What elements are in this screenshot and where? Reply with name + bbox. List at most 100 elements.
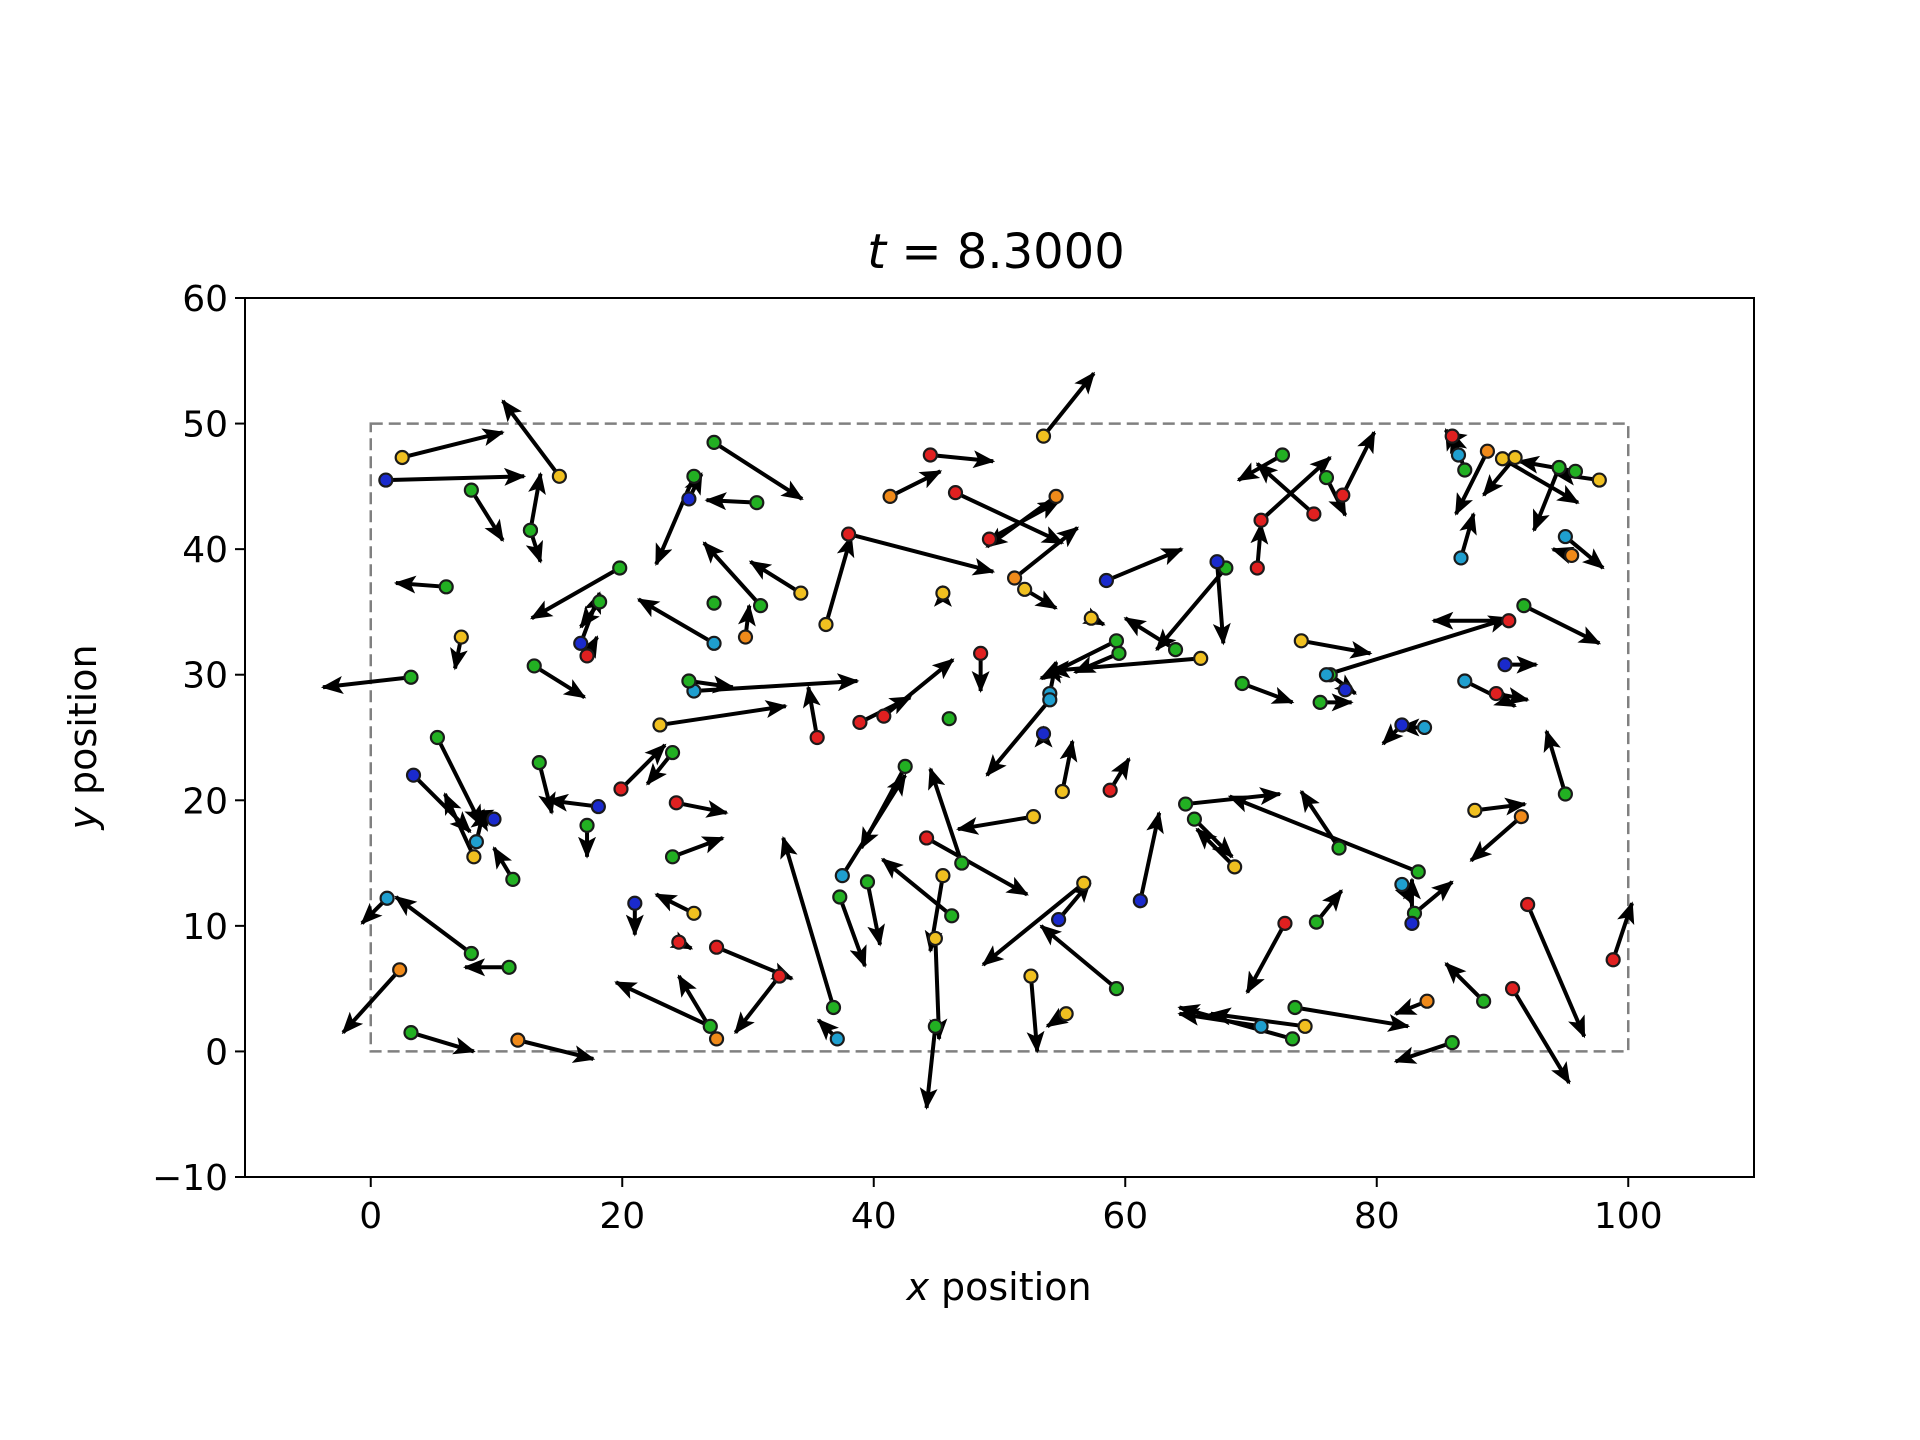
chart-title: t = 8.3000 [867, 224, 1125, 280]
velocity-arrow [1245, 922, 1287, 995]
velocity-arrow [733, 974, 782, 1035]
velocity-arrow [385, 467, 527, 486]
particle-point [1516, 598, 1532, 614]
particle-point [1450, 447, 1467, 463]
particle-point [1557, 528, 1573, 545]
particle-point [702, 1018, 718, 1034]
velocity-arrow [1195, 827, 1237, 869]
particle-point [1331, 840, 1347, 856]
particle-point [981, 531, 998, 547]
velocity-arrow [614, 980, 712, 1029]
particle-point [573, 635, 589, 651]
particle-point [752, 598, 769, 614]
velocity-arrow [748, 560, 802, 595]
particle-point [882, 488, 898, 505]
velocity-arrow [546, 793, 599, 812]
velocity-arrow [780, 836, 836, 1009]
velocity-arrow [1413, 880, 1454, 915]
velocity-arrow [1510, 987, 1571, 1085]
particle-point [1035, 428, 1052, 444]
particle-point [1249, 560, 1265, 576]
particle-point [671, 934, 687, 950]
particle-point [1108, 633, 1125, 649]
velocity-arrow [501, 399, 561, 478]
x-tick-label: 0 [359, 1196, 382, 1237]
velocity-arrow [394, 895, 473, 956]
particle-point [510, 1032, 526, 1048]
velocity-arrow [1341, 430, 1377, 497]
velocity-arrow [956, 814, 1034, 835]
particle-point [1557, 786, 1573, 802]
particle-point [1111, 645, 1127, 661]
y-axis-label: y position [61, 644, 105, 830]
particle-point [429, 729, 445, 746]
velocity-arrow [1469, 815, 1523, 863]
particle-point [1504, 981, 1521, 997]
particle-point [897, 758, 913, 774]
velocity-arrow [1059, 739, 1078, 792]
velocity-arrow [704, 492, 757, 511]
velocity-arrow [919, 1026, 938, 1110]
particle-point [664, 849, 681, 865]
particle-point [526, 658, 542, 674]
particle-point [1042, 692, 1058, 708]
y-tick-label: 60 [182, 279, 228, 320]
particle-point [1501, 613, 1517, 629]
particles-layer [320, 371, 1635, 1110]
velocity-arrow [1459, 512, 1477, 559]
particle-point [944, 908, 960, 924]
particle-point [832, 889, 848, 905]
particle-point [1277, 915, 1293, 931]
velocity-arrow [659, 700, 788, 727]
y-tick-label: 50 [182, 405, 228, 446]
velocity-arrow [1525, 903, 1587, 1039]
y-tick-label: 10 [182, 907, 228, 948]
particle-point [922, 447, 938, 463]
particle-point [918, 830, 935, 846]
particle-point [1193, 650, 1209, 666]
particle-point [1006, 570, 1023, 586]
velocity-arrow [517, 1038, 596, 1063]
velocity-arrow [1564, 535, 1605, 570]
particle-point [708, 939, 725, 955]
velocity-arrow [881, 857, 953, 918]
particle-point [579, 817, 595, 834]
velocity-arrow [401, 428, 505, 460]
velocity-arrow [533, 664, 587, 700]
velocity-arrow [1041, 371, 1096, 438]
velocity-arrow [1047, 656, 1201, 679]
particle-point [1404, 915, 1420, 931]
velocity-arrow [1177, 1004, 1294, 1041]
particle-point [737, 629, 754, 645]
velocity-arrow [848, 532, 996, 576]
particle-point [453, 629, 469, 645]
particle-point [612, 560, 628, 576]
velocity-arrow [675, 800, 729, 818]
velocity-arrow [1259, 455, 1332, 522]
particle-point [1308, 914, 1324, 930]
particle-point [706, 635, 722, 651]
particle-point [1507, 449, 1523, 466]
particle-point [1410, 864, 1426, 880]
particle-point [1444, 1035, 1460, 1051]
particle-point [840, 526, 857, 542]
particle-point [681, 673, 697, 689]
particle-point [834, 868, 850, 884]
velocity-arrow [393, 575, 447, 594]
velocity-arrow [1241, 681, 1295, 705]
velocity-arrow [341, 968, 402, 1035]
particle-point [1306, 506, 1322, 522]
particle-point [1457, 673, 1473, 689]
velocity-arrow [712, 440, 804, 501]
particle-point [505, 871, 521, 887]
particle-point [463, 482, 479, 498]
particle-point [1083, 610, 1099, 626]
velocity-arrow [443, 792, 476, 858]
particle-point [531, 755, 547, 771]
x-tick-label: 100 [1594, 1196, 1663, 1237]
particle-point [927, 930, 943, 947]
velocity-arrow [981, 881, 1086, 967]
plot-area [244, 297, 1755, 1178]
particle-point [1102, 782, 1118, 798]
particle-point [1058, 1006, 1074, 1022]
